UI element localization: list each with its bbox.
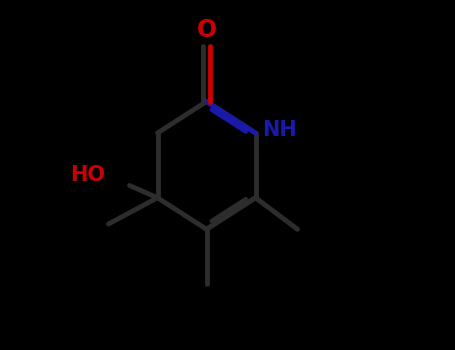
Text: O: O (197, 18, 217, 42)
Text: NH: NH (262, 120, 297, 140)
Text: HO: HO (70, 165, 105, 185)
